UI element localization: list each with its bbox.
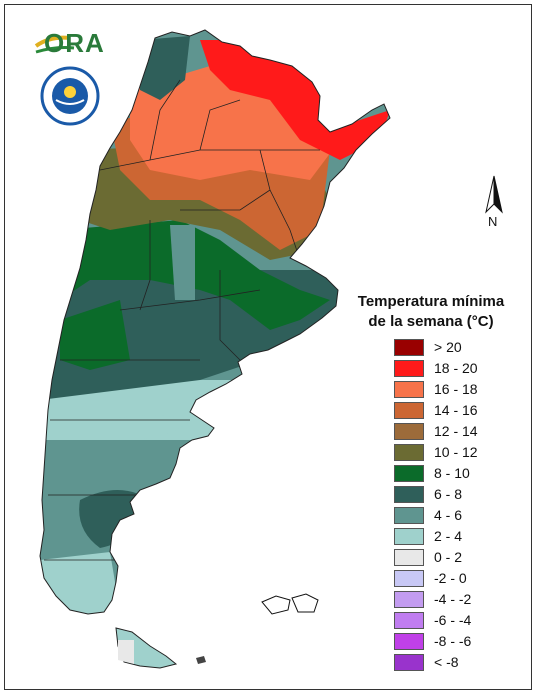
legend-label: 0 - 2 <box>434 549 463 565</box>
legend-swatch <box>394 444 424 461</box>
legend-swatch <box>394 360 424 377</box>
ora-leaf-logo <box>34 35 75 54</box>
legend-label: > 20 <box>434 339 462 355</box>
zone-18-20-northeast <box>200 40 390 160</box>
legend-swatch <box>394 381 424 398</box>
malvinas-islands <box>261 593 319 615</box>
legend-swatch <box>394 339 424 356</box>
legend-swatch <box>394 507 424 524</box>
legend-swatch <box>394 549 424 566</box>
legend-label: 12 - 14 <box>434 423 478 439</box>
legend-swatch <box>394 486 424 503</box>
legend-swatch <box>394 612 424 629</box>
legend-title-line1: Temperatura mínima <box>357 293 505 310</box>
legend-swatch <box>394 465 424 482</box>
legend-swatch <box>394 591 424 608</box>
legend-title-line2: de la semana (°C) <box>368 313 494 330</box>
legend-label: -2 - 0 <box>434 570 467 586</box>
legend-swatch <box>394 423 424 440</box>
zone-2-4-south <box>40 552 118 614</box>
ora-logo-text: ORA <box>44 28 105 58</box>
legend-swatch <box>394 654 424 671</box>
legend-swatch <box>394 528 424 545</box>
legend-label: -4 - -2 <box>434 591 472 607</box>
legend-label: 4 - 6 <box>434 507 463 523</box>
legend-label: -6 - -4 <box>434 612 472 628</box>
legend-swatch <box>394 633 424 650</box>
zone-2-4-patch <box>110 415 190 440</box>
legend-label: 6 - 8 <box>434 486 463 502</box>
legend-label: 8 - 10 <box>434 465 470 481</box>
legend-label: 10 - 12 <box>434 444 478 460</box>
north-label: N <box>488 214 498 229</box>
legend-label: -8 - -6 <box>434 633 472 649</box>
legend-title: Temperatura mínima de la semana (°C) <box>336 292 526 332</box>
legend-swatch <box>394 402 424 419</box>
smn-seal-logo <box>40 66 100 126</box>
legend-label: 2 - 4 <box>434 528 463 544</box>
tierra-del-fuego <box>115 627 206 669</box>
legend-label: < -8 <box>434 654 459 670</box>
legend-label: 18 - 20 <box>434 360 478 376</box>
legend-swatch <box>394 570 424 587</box>
zone-8-10-cuyo <box>60 300 130 370</box>
zone-4-6-patch <box>170 225 195 300</box>
province-borders <box>44 79 320 561</box>
north-arrow-icon <box>485 175 503 214</box>
legend-label: 14 - 16 <box>434 402 478 418</box>
legend-label: 16 - 18 <box>434 381 478 397</box>
